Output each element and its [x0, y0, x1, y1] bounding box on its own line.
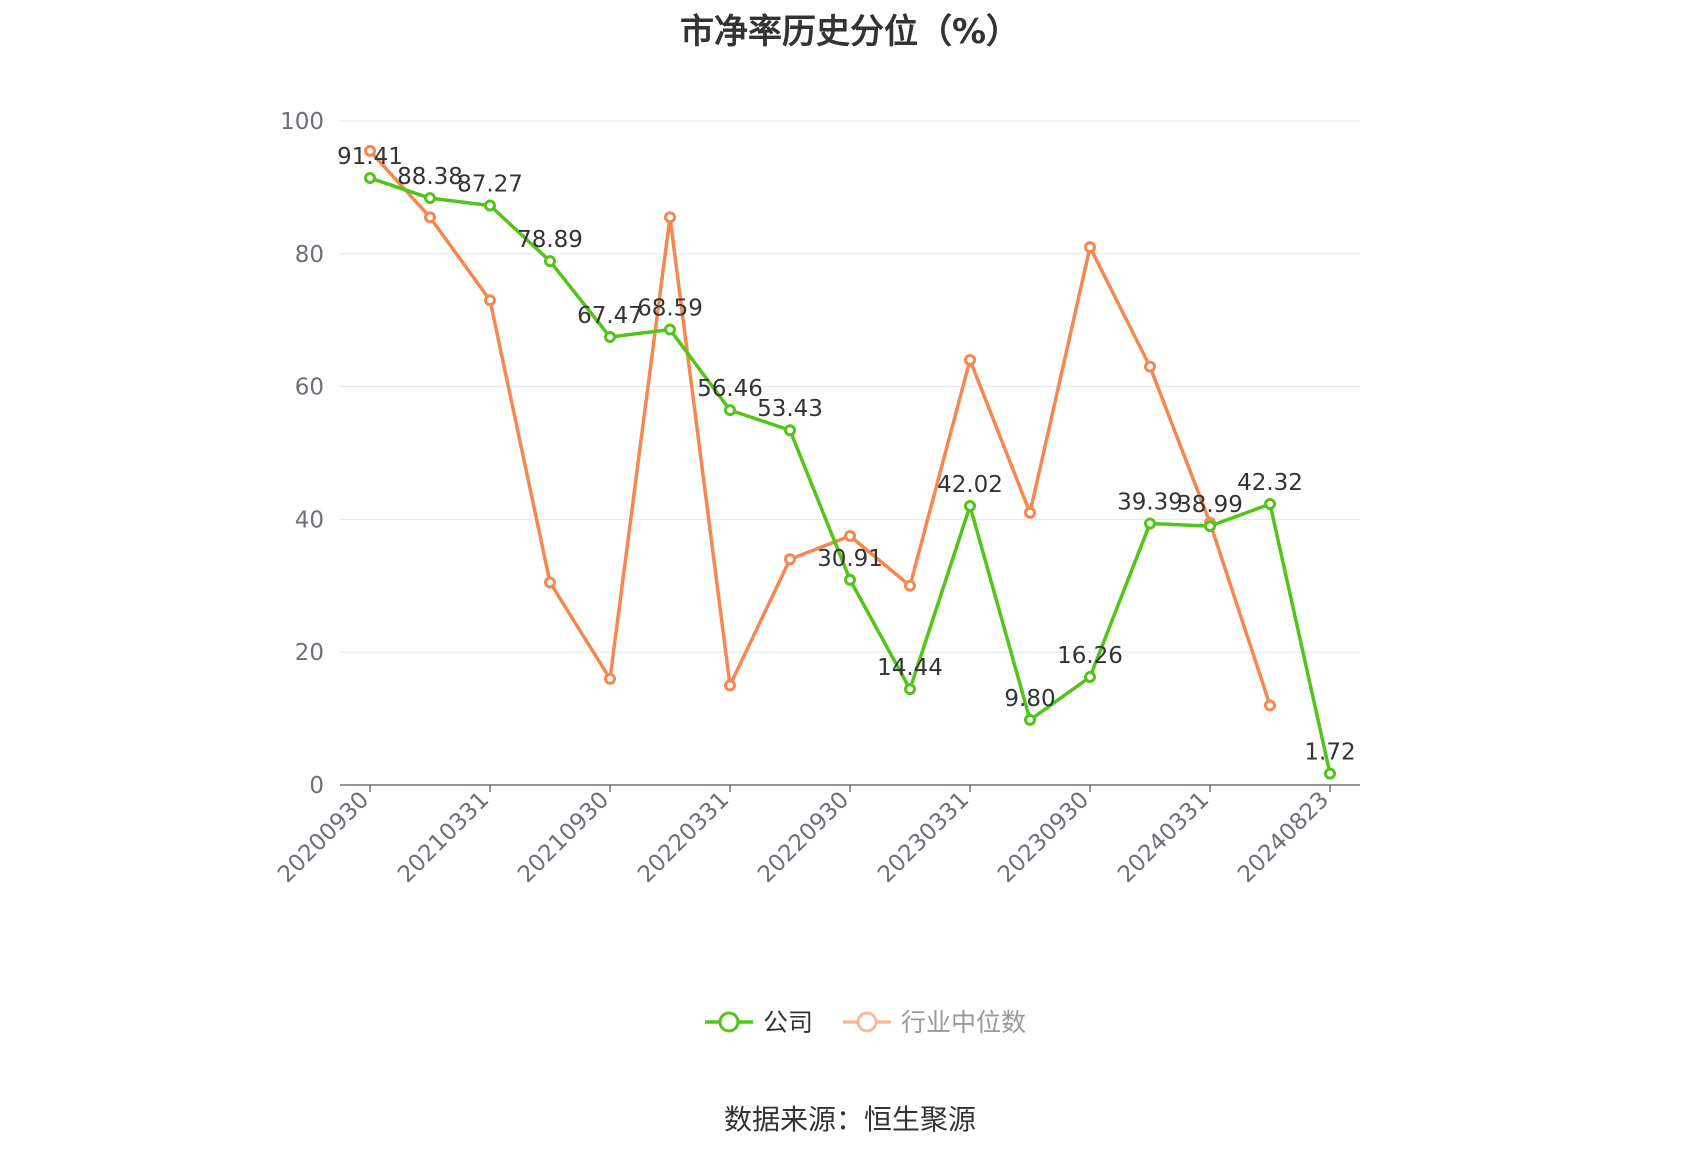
y-tick-label: 20 — [295, 640, 324, 666]
data-label: 78.89 — [517, 227, 583, 253]
series-line — [369, 176, 1332, 774]
data-point — [424, 192, 436, 205]
data-point — [1024, 713, 1036, 726]
data-point — [1264, 497, 1276, 510]
data-label: 42.02 — [937, 472, 1003, 498]
data-point — [1084, 671, 1096, 684]
data-label: 53.43 — [757, 396, 823, 422]
y-tick-label: 0 — [309, 773, 324, 799]
x-tick-label: 20240823 — [1233, 787, 1334, 888]
data-point — [724, 404, 736, 417]
data-label: 56.46 — [697, 376, 763, 402]
legend-marker — [718, 1011, 740, 1033]
data-point — [844, 573, 856, 586]
data-source: 数据来源：恒生聚源 — [723, 1103, 976, 1136]
y-tick-label: 100 — [280, 109, 324, 135]
data-point — [784, 553, 796, 566]
x-tick-label: 20230331 — [873, 787, 974, 888]
x-tick-label: 20200930 — [273, 787, 374, 888]
data-point — [544, 576, 556, 589]
data-label: 67.47 — [577, 303, 643, 329]
x-tick-label: 20230930 — [993, 787, 1094, 888]
data-label: 38.99 — [1177, 492, 1243, 518]
data-point — [1024, 506, 1036, 519]
legend-label: 行业中位数 — [901, 1008, 1026, 1037]
legend: 公司 行业中位数 — [705, 1008, 1026, 1037]
data-point — [604, 672, 616, 685]
data-point — [484, 294, 496, 307]
data-point — [1144, 360, 1156, 373]
data-label: 42.32 — [1237, 470, 1303, 496]
data-label: 88.38 — [397, 164, 463, 190]
data-point — [844, 530, 856, 542]
data-label: 9.80 — [1004, 686, 1055, 712]
y-tick-label: 40 — [295, 507, 324, 533]
y-tick-label: 60 — [295, 375, 324, 401]
data-label: 39.39 — [1117, 489, 1183, 515]
data-point — [1204, 520, 1216, 533]
chart-title: 市净率历史分位（%） — [679, 12, 1021, 52]
data-label: 91.41 — [337, 144, 403, 170]
data-label: 1.72 — [1304, 740, 1355, 766]
data-point — [1144, 517, 1156, 530]
data-point — [364, 172, 376, 185]
series-line — [368, 149, 1272, 706]
series-industry-median — [364, 144, 1276, 712]
x-tick-label: 20220331 — [633, 787, 734, 888]
y-tick-label: 80 — [295, 242, 324, 268]
data-point — [784, 424, 796, 437]
data-point — [544, 255, 556, 268]
data-label: 14.44 — [877, 655, 943, 681]
legend-label: 公司 — [763, 1008, 813, 1037]
data-point — [964, 354, 976, 367]
x-tick-label: 20210930 — [513, 787, 614, 888]
x-tick-label: 20240331 — [1113, 787, 1214, 888]
data-point — [1084, 241, 1096, 254]
data-point — [724, 679, 736, 692]
data-label: 87.27 — [457, 172, 523, 198]
x-tick-label: 20220930 — [753, 787, 854, 888]
data-point — [664, 211, 676, 224]
data-point — [424, 211, 436, 224]
data-label: 16.26 — [1057, 643, 1123, 669]
x-tick-label: 20210331 — [393, 787, 494, 888]
data-label: 30.91 — [817, 546, 883, 572]
data-point — [604, 330, 616, 343]
data-point — [1264, 699, 1276, 712]
data-point — [664, 323, 676, 336]
data-point — [904, 579, 916, 592]
data-point — [484, 199, 496, 212]
data-label: 68.59 — [637, 296, 703, 322]
data-point — [1324, 767, 1336, 780]
data-point — [964, 499, 976, 512]
data-point — [364, 144, 376, 157]
data-point — [904, 683, 916, 696]
legend-marker — [856, 1011, 878, 1033]
